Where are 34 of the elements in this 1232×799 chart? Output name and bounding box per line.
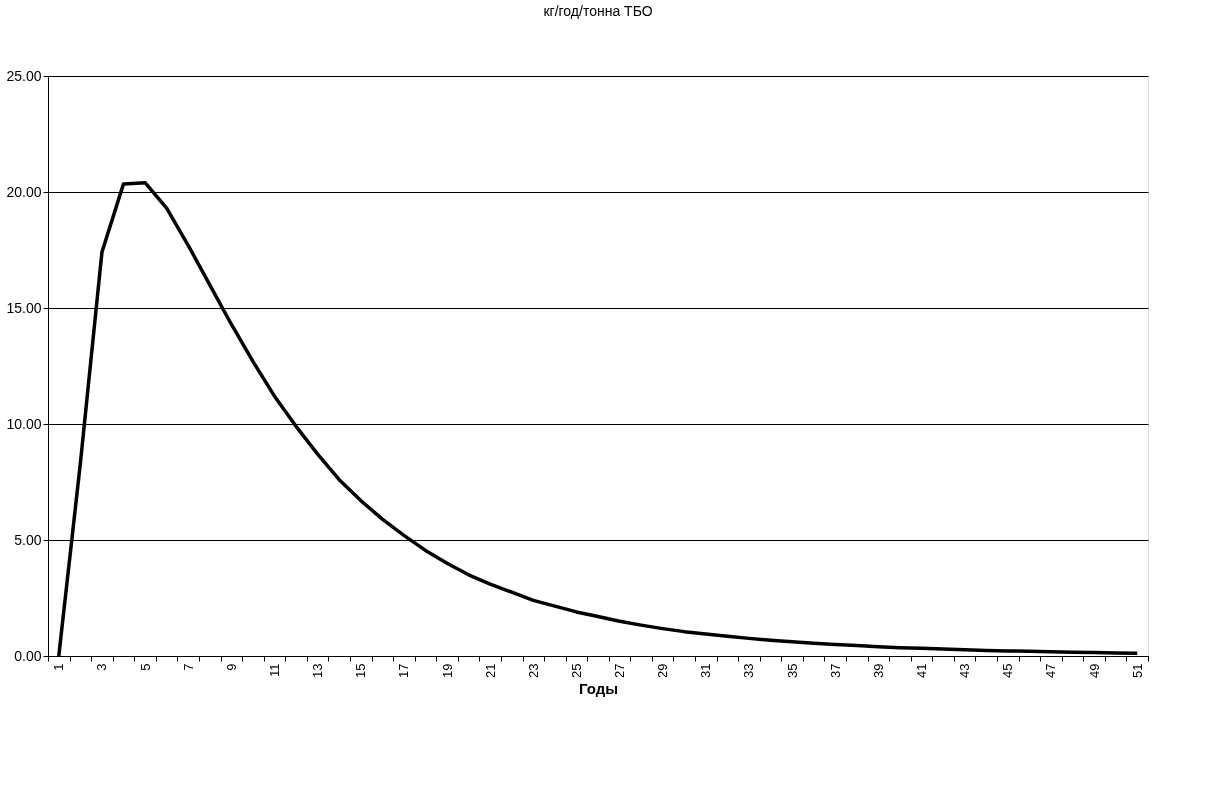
x-tick-label: 1	[51, 663, 67, 671]
x-tick-label: 7	[180, 663, 196, 671]
chart-title: кг/год/тонна ТБО	[543, 3, 653, 19]
x-tick-label: 49	[1086, 663, 1102, 678]
x-axis-title: Годы	[578, 679, 619, 697]
y-tick-label: 0.00	[14, 647, 42, 664]
x-tick-label: 45	[1000, 663, 1016, 678]
x-tick-label: 5	[137, 663, 153, 671]
x-tick-label: 37	[827, 663, 843, 678]
x-tick-label: 27	[612, 663, 628, 678]
x-tick-label: 9	[223, 663, 239, 671]
x-tick-label: 23	[525, 663, 541, 678]
x-tick-label: 33	[741, 663, 757, 678]
x-tick-label: 43	[957, 663, 973, 678]
y-tick-label: 15.00	[6, 299, 42, 316]
x-tick-label: 51	[1129, 663, 1145, 678]
x-tick-label: 25	[568, 663, 584, 678]
x-tick-label: 21	[482, 663, 498, 678]
y-tick-label: 10.00	[6, 415, 42, 432]
x-tick-label: 47	[1043, 663, 1059, 678]
x-tick-label: 39	[870, 663, 886, 678]
x-tick-label: 19	[439, 663, 455, 678]
y-tick-label: 20.00	[6, 183, 42, 200]
x-tick-label: 31	[698, 663, 714, 678]
y-tick-label: 25.00	[6, 67, 42, 84]
x-tick-label: 15	[353, 663, 369, 678]
x-tick-label: 41	[914, 663, 930, 678]
x-tick-label: 17	[396, 663, 412, 678]
x-tick-label: 13	[310, 663, 326, 678]
x-tick-label: 29	[655, 663, 671, 678]
x-tick-label: 11	[266, 663, 282, 677]
y-tick-label: 5.00	[14, 531, 42, 548]
x-tick-label: 35	[784, 663, 800, 678]
x-tick-label: 3	[94, 663, 110, 671]
